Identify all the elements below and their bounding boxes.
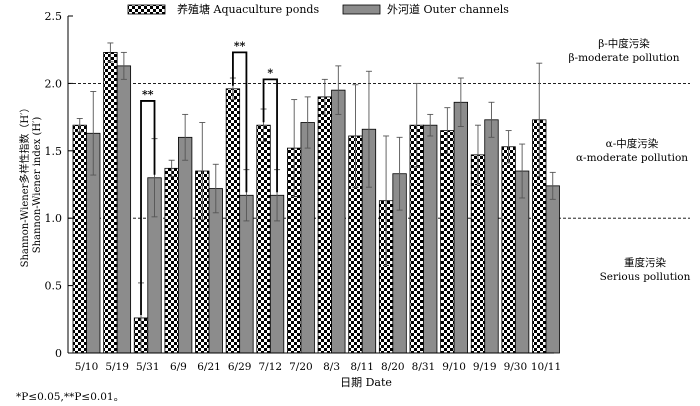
x-tick-label: 8/11: [350, 361, 374, 373]
legend: 养殖塘 Aquaculture ponds 外河道 Outer channels: [127, 2, 509, 16]
bar-outer: [423, 124, 438, 354]
x-tick-label: 6/21: [197, 361, 221, 373]
footnote: *P≤0.05,**P≤0.01。: [16, 391, 124, 403]
bar-outer: [116, 65, 132, 354]
bar-outer: [300, 122, 315, 354]
bar-aquaculture: [164, 167, 179, 354]
bar-aquaculture: [440, 130, 455, 354]
bar-aquaculture: [501, 146, 516, 354]
y-axis-title: Shannon-Wiener多样性指数（H′） Shannon-Wiener i…: [18, 103, 43, 268]
x-tick-label: 5/31: [136, 361, 160, 373]
bar-outer: [453, 101, 469, 354]
zone-alpha-moderate: α-中度污染 α-moderate pollution: [576, 137, 688, 164]
legend-swatch-aquaculture: [127, 4, 166, 15]
zone-beta-line2: β-moderate pollution: [568, 52, 679, 64]
bar-aquaculture: [72, 124, 87, 354]
zone-serious-line1: 重度污染: [624, 256, 666, 269]
x-tick-label: 8/3: [323, 361, 340, 373]
x-tick-label: 5/19: [105, 361, 129, 373]
bar-aquaculture: [317, 96, 332, 354]
x-tick-label: 7/12: [259, 361, 283, 373]
x-tick-label: 9/19: [473, 361, 497, 373]
y-tick-label: 0.5: [45, 280, 63, 293]
y-axis-title-line2: Shannon-Wiener index (H′): [32, 117, 43, 254]
bar-outer: [484, 119, 499, 354]
x-tick-label: 5/10: [75, 361, 99, 373]
y-tick-label: 2.5: [45, 10, 63, 23]
x-tick-label: 9/30: [504, 361, 528, 373]
y-tick-label: 2.0: [45, 77, 63, 90]
bar-aquaculture: [225, 88, 241, 354]
legend-label-aquaculture: 养殖塘 Aquaculture ponds: [177, 2, 319, 16]
y-tick-label: 1.0: [45, 212, 63, 225]
significance-bracket: [140, 100, 156, 315]
zone-serious-line2: Serious pollution: [600, 271, 691, 283]
zone-beta-moderate: β-中度污染 β-moderate pollution: [568, 37, 679, 64]
bar-aquaculture: [256, 124, 271, 354]
x-tick-label: 7/20: [289, 361, 313, 373]
x-tick-label: 6/9: [170, 361, 187, 373]
y-tick-label: 0: [55, 347, 62, 360]
significance-label: **: [234, 39, 246, 52]
significance-label: **: [142, 88, 154, 101]
significance-bracket: [262, 78, 278, 193]
x-tick-label: 8/31: [412, 361, 436, 373]
x-tick-label: 10/11: [531, 361, 561, 373]
zone-serious: 重度污染 Serious pollution: [600, 256, 691, 283]
x-tick-label: 8/20: [381, 361, 405, 373]
significance-bracket: [232, 51, 248, 193]
bar-outer: [545, 185, 560, 354]
x-tick-label: 9/10: [442, 361, 466, 373]
zone-beta-line1: β-中度污染: [598, 37, 650, 50]
y-axis-title-line1: Shannon-Wiener多样性指数（H′）: [18, 103, 31, 268]
bar-outer: [331, 89, 346, 354]
zone-alpha-line2: α-moderate pollution: [576, 152, 688, 164]
x-tick-label: 6/29: [228, 361, 252, 373]
legend-swatch-outer-channels: [342, 4, 381, 15]
bar-outer: [177, 136, 193, 354]
x-axis-title: 日期 Date: [340, 376, 392, 389]
legend-label-outer-channels: 外河道 Outer channels: [387, 2, 509, 16]
bar-aquaculture: [103, 51, 118, 354]
significance-label: *: [267, 66, 273, 79]
zone-alpha-line1: α-中度污染: [606, 137, 659, 150]
y-tick-label: 1.5: [45, 145, 63, 158]
